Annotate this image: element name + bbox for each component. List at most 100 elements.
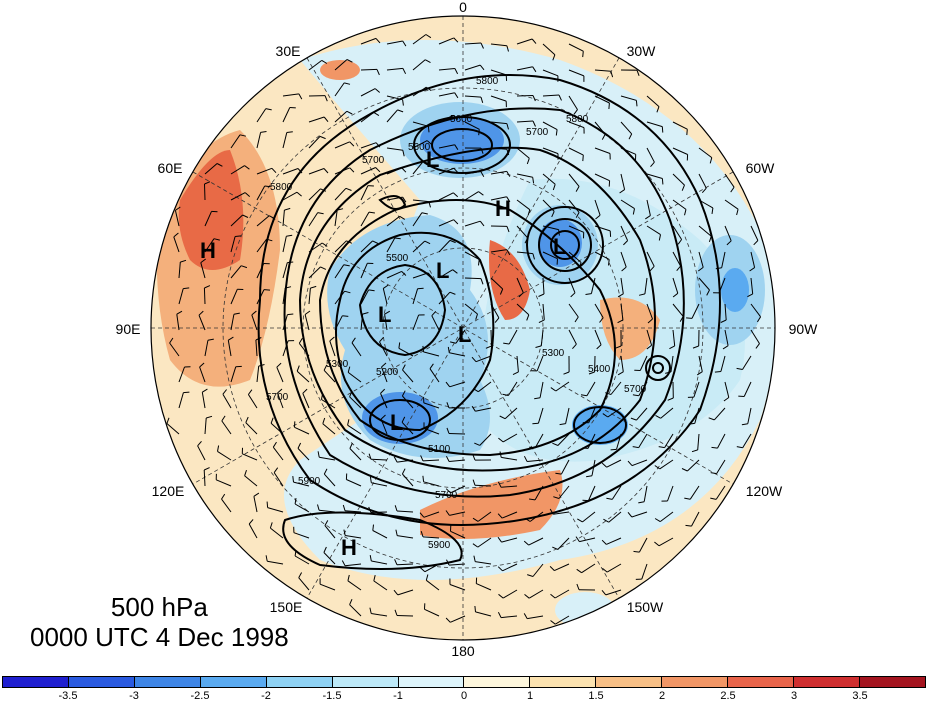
wind-barb: [294, 503, 310, 513]
wind-barb-flag: [538, 293, 545, 297]
wind-barb: [516, 95, 534, 97]
wind-barb-flag: [578, 262, 582, 269]
wind-barb-flag: [272, 441, 277, 448]
wind-barb: [298, 342, 310, 357]
wind-barb: [412, 212, 423, 227]
wind-barb-flag: [688, 422, 695, 425]
wind-barb-flag: [271, 167, 277, 174]
wind-barb: [360, 112, 375, 123]
wind-barb-flag: [646, 344, 652, 350]
wind-barb-flag: [277, 388, 283, 394]
wind-barb: [282, 314, 288, 331]
wind-barb: [620, 251, 627, 268]
wind-barb-flag: [349, 167, 355, 173]
wind-barb-flag: [351, 337, 356, 344]
wind-barb-flag: [711, 446, 718, 449]
wind-barb: [423, 511, 440, 518]
wind-barb-flag: [736, 446, 743, 449]
wind-barb: [324, 525, 336, 539]
wind-barb: [616, 433, 622, 450]
wind-barb: [594, 225, 611, 232]
wind-barb: [412, 121, 429, 127]
wind-barb-flag: [369, 607, 372, 614]
contour-label: 5700: [526, 127, 549, 138]
wind-barb: [204, 417, 207, 435]
wind-barb-flag: [233, 312, 240, 315]
wind-barb-flag: [296, 365, 300, 372]
wind-barb-flag: [244, 192, 251, 197]
wind-barb-flag: [346, 59, 353, 63]
wind-barb-flag: [473, 555, 476, 562]
wind-barb: [381, 366, 388, 383]
wind-barb-flag: [720, 319, 727, 323]
wind-barb: [464, 220, 481, 227]
wind-barb-flag: [420, 531, 424, 538]
wind-barb-flag: [627, 460, 633, 466]
wind-barb-flag: [506, 171, 511, 177]
wind-barb: [490, 196, 507, 201]
wind-barb: [558, 485, 570, 499]
wind-barb: [502, 433, 518, 443]
wind-barb: [438, 68, 455, 71]
wind-barb: [273, 472, 284, 487]
wind-barb-flag: [401, 271, 407, 276]
wind-barb: [697, 433, 700, 450]
wind-barb: [504, 407, 518, 420]
wind-barb: [590, 277, 596, 294]
wind-barb: [386, 40, 403, 45]
wind-barb-flag: [730, 186, 735, 193]
wind-barb-flag: [298, 337, 303, 344]
wind-barb-flag: [324, 95, 328, 102]
wind-barb: [334, 290, 346, 305]
wind-barb-flag: [454, 92, 459, 99]
wind-barb-flag: [617, 371, 624, 376]
wind-barb-flag: [284, 207, 291, 211]
wind-barb-flag: [304, 310, 311, 315]
wind-barb: [204, 163, 218, 175]
wind-barb-flag: [346, 110, 353, 115]
wind-barb-flag: [374, 88, 381, 93]
wind-barb-flag: [347, 419, 350, 426]
wind-barb-flag: [376, 69, 380, 76]
wind-barb: [724, 381, 730, 398]
colorbar-swatch: [68, 677, 135, 687]
wind-barb: [412, 86, 427, 97]
wind-barb-flag: [621, 266, 627, 272]
wind-barb: [396, 510, 414, 513]
wind-barb-flag: [401, 167, 407, 173]
wind-barb: [610, 381, 622, 395]
wind-barb-flag: [349, 391, 353, 397]
wind-barb: [323, 473, 336, 487]
wind-barb: [360, 263, 368, 279]
wind-barb-flag: [741, 423, 748, 426]
wind-barb: [319, 509, 336, 513]
wind-barb-flag: [198, 310, 204, 316]
wind-barb: [319, 583, 336, 591]
wind-barb-flag: [474, 442, 480, 446]
wind-barb: [579, 537, 596, 543]
wind-barb: [568, 199, 580, 213]
wind-barb-flag: [715, 267, 722, 270]
wind-barb: [174, 210, 180, 227]
wind-barb-flag: [239, 134, 247, 137]
lon-label-60w: 60W: [746, 160, 776, 176]
colorbar-swatch: [859, 677, 925, 687]
wind-barb: [402, 395, 414, 409]
wind-barb-flag: [498, 437, 504, 443]
wind-barb-flag: [424, 59, 431, 64]
wind-barb: [568, 251, 582, 263]
wind-barb-flag: [601, 589, 607, 596]
wind-barb-flag: [402, 196, 407, 203]
wind-barb: [646, 225, 661, 236]
wind-barb-flag: [645, 215, 651, 220]
wind-barb-flag: [573, 109, 578, 115]
wind-barb: [397, 459, 414, 463]
wind-barb: [282, 288, 286, 305]
wind-barb: [270, 422, 284, 435]
wind-barb-flag: [480, 171, 485, 177]
wind-barb-flag: [320, 266, 327, 270]
contour-label: 5700: [266, 392, 289, 403]
wind-barb: [560, 459, 570, 475]
wind-barb-flag: [292, 476, 294, 483]
